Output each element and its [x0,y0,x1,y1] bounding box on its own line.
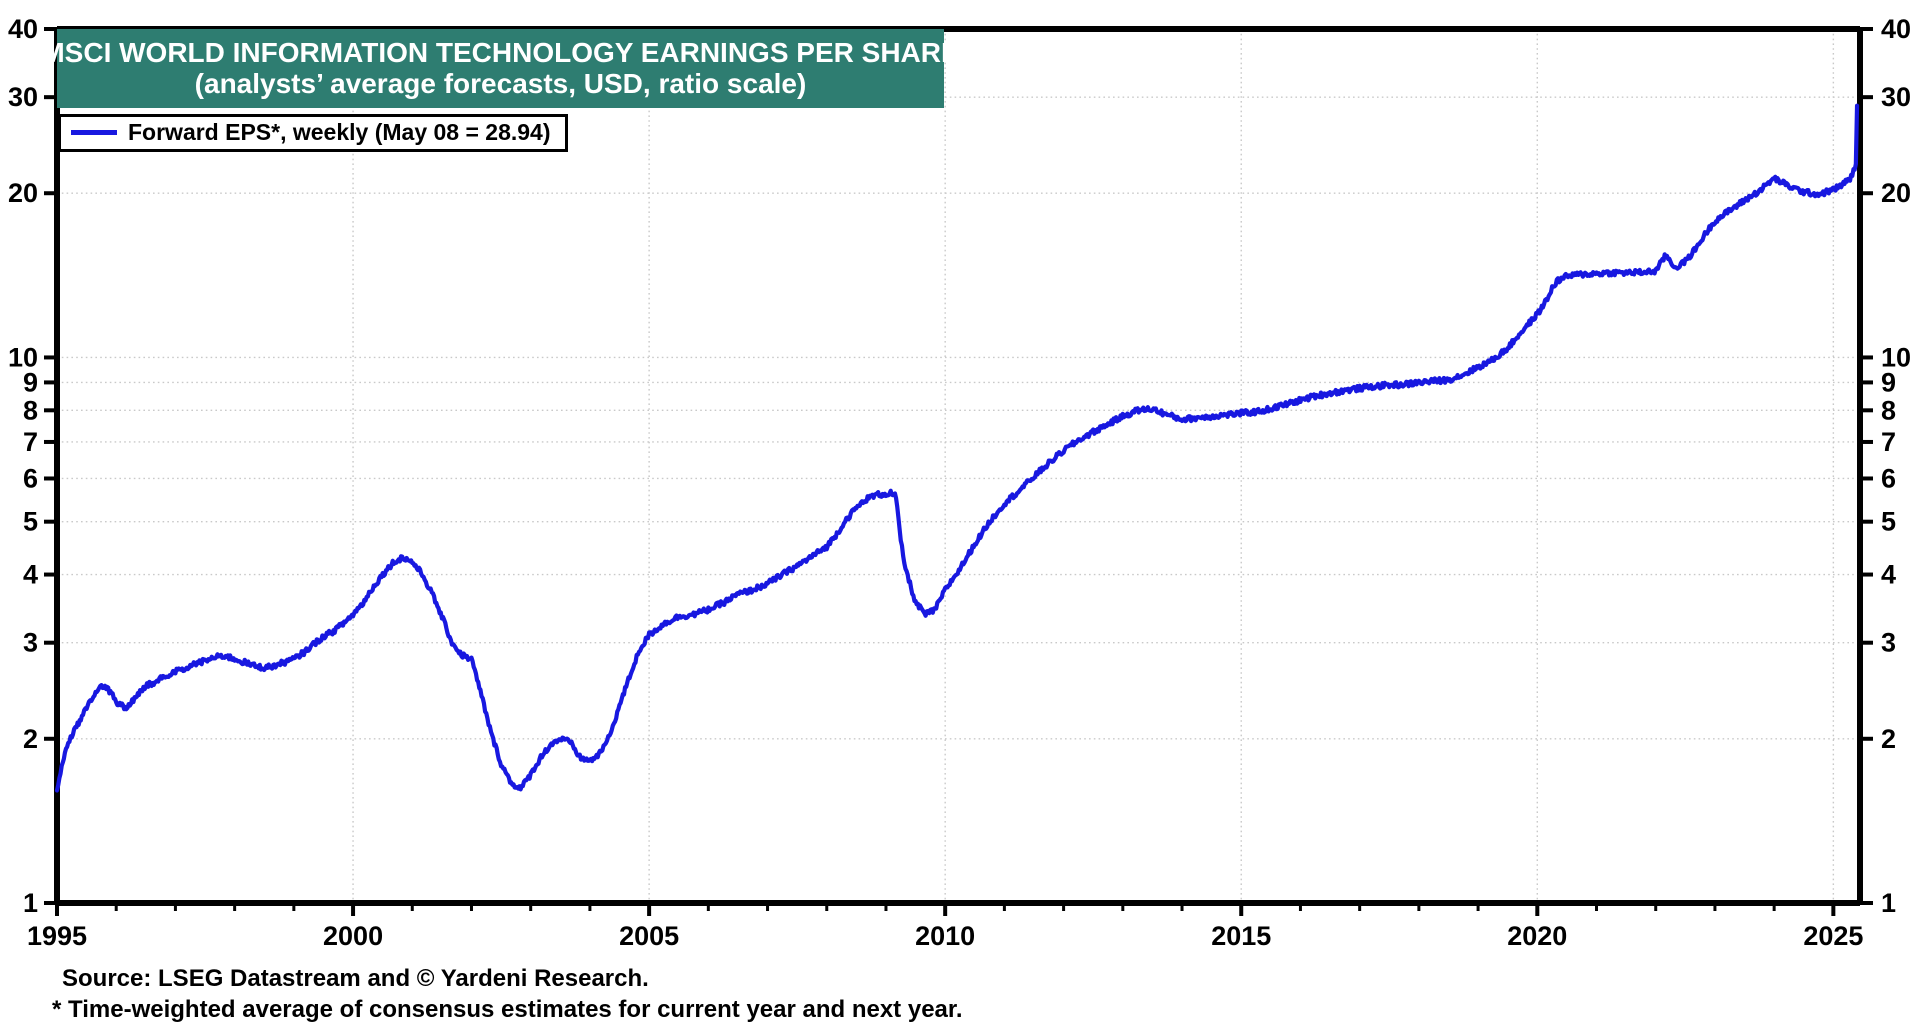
x-axis-label: 2010 [915,921,975,951]
x-axis-label: 2025 [1803,921,1863,951]
y-axis-label-left: 10 [8,342,38,372]
y-axis-label-left: 20 [8,178,38,208]
y-axis-right-ticks [1860,27,1873,905]
y-axis-label-right: 1 [1881,888,1896,918]
y-axis-label-right: 9 [1881,367,1896,397]
y-axis-label-left: 7 [23,427,38,457]
footnote: * Time-weighted average of consensus est… [52,995,963,1023]
y-axis-label-right: 5 [1881,507,1896,537]
y-axis-label-right: 10 [1881,342,1911,372]
chart-title-line1: MSCI WORLD INFORMATION TECHNOLOGY EARNIN… [41,37,960,69]
y-axis-left-ticks [44,27,57,905]
source-note: Source: LSEG Datastream and © Yardeni Re… [62,965,649,992]
y-axis-label-left: 40 [8,14,38,44]
chart-footer: Source: LSEG Datastream and © Yardeni Re… [52,964,963,1025]
y-axis-label-left: 2 [23,724,38,754]
y-axis-label-left: 4 [23,560,38,590]
plot-frame [54,26,1863,906]
y-axis-label-left: 30 [8,82,38,112]
series-line-forward-eps [54,103,1860,793]
legend-label: Forward EPS*, weekly (May 08 = 28.94) [128,119,551,145]
y-axis-label-left: 6 [23,463,38,493]
chart-legend: Forward EPS*, weekly (May 08 = 28.94) [58,114,568,152]
y-axis-label-left: 1 [23,888,38,918]
x-axis-ticks [55,903,1836,916]
data-series-forward-eps [54,103,1860,793]
y-axis-label-right: 40 [1881,14,1911,44]
y-axis-label-right: 4 [1881,560,1896,590]
x-axis-labels: 1995 2000 2005 2010 2015 2020 2025 [27,921,1863,951]
y-axis-label-right: 7 [1881,427,1896,457]
y-axis-label-left: 8 [23,395,38,425]
x-axis-label: 2020 [1507,921,1567,951]
y-axis-label-right: 6 [1881,463,1896,493]
x-axis-label: 2000 [323,921,383,951]
y-axis-label-right: 30 [1881,82,1911,112]
y-axis-label-right: 2 [1881,724,1896,754]
chart-title-line2: (analysts’ average forecasts, USD, ratio… [194,67,807,99]
legend-line-swatch [71,130,117,135]
x-axis-label: 2005 [619,921,679,951]
gridlines [57,28,1860,904]
y-axis-label-left: 5 [23,507,38,537]
y-axis-label-right: 20 [1881,178,1911,208]
y-axis-label-right: 3 [1881,628,1896,658]
y-axis-label-left: 3 [23,628,38,658]
chart-title-banner: MSCI WORLD INFORMATION TECHNOLOGY EARNIN… [41,29,960,108]
x-axis-label: 1995 [27,921,87,951]
x-axis-label: 2015 [1211,921,1271,951]
y-axis-label-right: 8 [1881,395,1896,425]
y-axis-label-left: 9 [23,367,38,397]
